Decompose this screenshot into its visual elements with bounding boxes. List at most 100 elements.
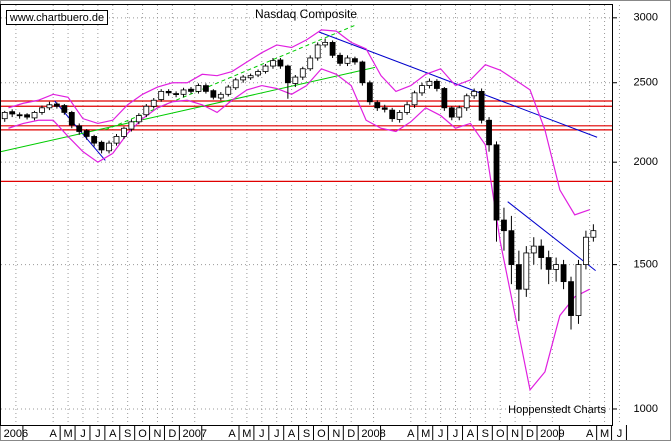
x-tick-label: J <box>274 428 280 440</box>
candle-body <box>523 252 530 290</box>
candle-body <box>545 257 552 270</box>
x-tick-label: M <box>421 428 430 440</box>
candle-body <box>225 86 232 95</box>
candle-body <box>24 114 30 118</box>
candle-body <box>255 71 261 76</box>
x-tick-label: S <box>124 428 131 440</box>
x-tick-label: 2008 <box>361 428 385 440</box>
x-tick-label: A <box>586 428 594 440</box>
x-tick-label: A <box>49 428 57 440</box>
x-tick-label: D <box>168 428 176 440</box>
candle-body <box>329 41 336 56</box>
candle-body <box>76 125 83 132</box>
x-tick-label: M <box>600 428 609 440</box>
candle-body <box>381 107 388 110</box>
x-tick-label: 2006 <box>4 428 28 440</box>
candle-body <box>590 230 597 238</box>
candle-body <box>322 41 329 46</box>
x-tick-label: D <box>347 428 355 440</box>
candle-body <box>210 90 217 98</box>
candle-body <box>106 142 112 152</box>
candle-body <box>143 105 150 116</box>
candle-body <box>538 245 545 258</box>
candle-body <box>46 104 53 109</box>
x-tick-label: D <box>526 428 534 440</box>
y-tick-label: 1500 <box>634 259 658 271</box>
candle-body <box>575 264 582 316</box>
candle-body <box>568 281 574 316</box>
candle-body <box>560 264 567 283</box>
candle-body <box>463 95 470 109</box>
candle-body <box>39 107 45 113</box>
chart-title: Nasdaq Composite <box>255 7 357 21</box>
candle-body <box>98 141 105 151</box>
candle-body <box>433 80 440 89</box>
source-box <box>6 10 108 25</box>
candle-body <box>352 58 358 63</box>
candle-body <box>374 102 381 109</box>
candle-body <box>262 65 269 72</box>
x-tick-label: 2007 <box>182 428 206 440</box>
candle-body <box>553 264 560 270</box>
candle-body <box>270 60 276 67</box>
candle-body <box>530 245 537 254</box>
candle-body <box>203 85 209 92</box>
candle-body <box>419 85 425 94</box>
x-tick-label: J <box>80 428 86 440</box>
candle-body <box>188 88 194 92</box>
x-tick-label: O <box>496 428 505 440</box>
candle-body <box>217 93 224 99</box>
x-tick-label: A <box>109 428 117 440</box>
candle-body <box>366 82 373 103</box>
candle-body <box>16 114 23 117</box>
candle-body <box>284 65 291 84</box>
candle-body <box>441 88 448 109</box>
source: www.chartbuero.de <box>9 12 104 24</box>
candle-body <box>456 107 463 118</box>
candle-body <box>240 76 247 81</box>
candle-body <box>337 54 343 64</box>
candle-body <box>173 93 180 95</box>
band-upper <box>8 29 590 216</box>
candle-body <box>61 105 68 113</box>
candle-body <box>180 89 187 95</box>
candle-body <box>277 59 284 67</box>
candle-body <box>448 107 455 118</box>
x-tick-label: S <box>303 428 310 440</box>
candle-body <box>344 57 351 64</box>
candle-body <box>150 99 157 107</box>
candle-body <box>396 112 403 120</box>
x-tick-label: J <box>438 428 444 440</box>
candle-body <box>113 136 120 144</box>
candle-body <box>515 264 522 290</box>
candle-body <box>493 144 500 221</box>
credit: Hoppenstedt Charts <box>508 404 606 416</box>
x-tick-label: M <box>63 428 72 440</box>
candle-body <box>307 57 314 70</box>
candle-body <box>9 111 16 115</box>
band-lower <box>8 68 590 392</box>
x-tick-label: A <box>228 428 236 440</box>
trendline <box>0 66 376 153</box>
x-tick-label: 2009 <box>540 428 564 440</box>
x-tick-label: S <box>482 428 489 440</box>
x-tick-label: J <box>259 428 265 440</box>
plot-frame <box>0 4 613 426</box>
x-tick-label: M <box>242 428 251 440</box>
y-tick-label: 1000 <box>634 403 658 415</box>
candle-body <box>53 103 60 107</box>
candle-body <box>128 121 135 130</box>
x-tick-label: A <box>288 428 296 440</box>
candle-body <box>478 90 485 121</box>
candle-body <box>68 112 75 126</box>
candle-body <box>426 80 433 86</box>
candle-body <box>195 85 202 92</box>
x-tick-label: J <box>453 428 459 440</box>
candle-body <box>508 230 515 266</box>
candle-body <box>583 236 589 266</box>
y-tick-label: 3000 <box>634 12 658 24</box>
candle-body <box>31 112 38 119</box>
x-tick-label: A <box>407 428 415 440</box>
candle-body <box>389 109 396 120</box>
